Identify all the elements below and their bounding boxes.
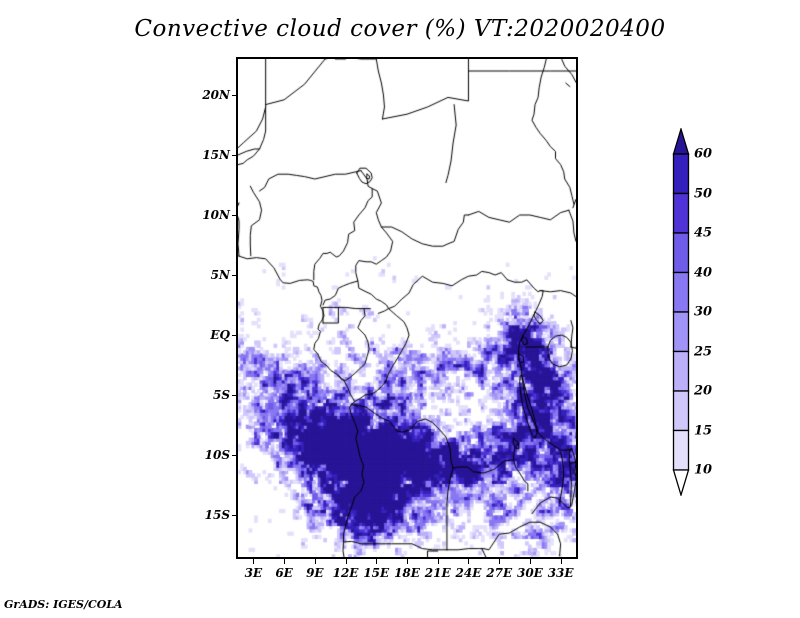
y-axis-tick-label: EQ [210, 328, 230, 342]
y-axis-tick-mark [232, 95, 237, 96]
x-axis-tick-label: 30E [516, 566, 543, 580]
colorbar-extend-bottom [672, 469, 690, 496]
colorbar-band [672, 153, 690, 195]
x-axis-labels: 3E 6E 9E 12E 15E 18E 21E 24E 27E 30E 33E [0, 566, 800, 584]
colorbar-band [672, 390, 690, 432]
colorbar-band [672, 311, 690, 353]
x-axis-tick-label: 21E [424, 566, 451, 580]
x-axis-tick-label: 3E [244, 566, 263, 580]
colorbar-band [672, 232, 690, 274]
x-axis-tick-label: 15E [363, 566, 390, 580]
y-axis-tick-mark [232, 275, 237, 276]
y-axis-tick-mark [232, 515, 237, 516]
x-axis-tick-mark [376, 559, 378, 564]
x-axis-tick-mark [314, 559, 316, 564]
x-axis-tick-label: 27E [486, 566, 513, 580]
y-axis-tick-label: 15N [202, 148, 230, 162]
y-axis-tick-mark [232, 335, 237, 336]
attribution-footer: GrADS: IGES/COLA [4, 598, 123, 611]
x-axis-tick-label: 18E [394, 566, 420, 580]
colorbar-tick-label: 40 [694, 265, 713, 280]
colorbar-extend-top [672, 128, 690, 155]
x-axis-tick-label: 24E [455, 566, 482, 580]
colorbar-tick-label: 15 [694, 423, 713, 438]
y-axis-tick-mark [232, 455, 237, 456]
y-axis-tick-label: 20N [202, 88, 230, 102]
page-title: Convective cloud cover (%) VT:2020020400 [134, 16, 666, 42]
colorbar-tick-label: 30 [694, 304, 713, 320]
colorbar-band [672, 271, 690, 313]
y-axis-tick-label: 10N [202, 208, 230, 222]
x-axis-tick-mark [529, 559, 531, 564]
x-axis-tick-mark [253, 559, 255, 564]
x-axis-tick-label: 12E [332, 566, 359, 580]
y-axis-tick-label: 5S [212, 388, 230, 402]
colorbar-tick-label: 50 [694, 186, 713, 201]
y-axis-tick-mark [232, 215, 237, 216]
x-axis-tick-label: 6E [275, 566, 293, 580]
y-axis-tick-label: 15S [204, 508, 230, 522]
x-axis-tick-label: 9E [306, 566, 324, 580]
colorbar-tick-label: 10 [694, 462, 713, 478]
x-axis-tick-mark [407, 559, 408, 564]
y-axis-tick-mark [232, 155, 237, 156]
y-axis-tick-label: 10S [204, 448, 230, 462]
colorbar-band [672, 350, 690, 392]
x-axis-tick-label: 33E [547, 566, 574, 580]
colorbar-band [672, 429, 690, 471]
map-plot-area [236, 57, 578, 559]
colorbar-tick-label: 60 [694, 146, 713, 162]
x-axis-tick-mark [437, 559, 439, 564]
colorbar [672, 128, 690, 496]
colorbar-swatches [672, 128, 690, 496]
colorbar-tick-label: 25 [694, 344, 713, 359]
colorbar-tick-label: 20 [694, 383, 713, 399]
colorbar-tick-label: 45 [694, 225, 713, 241]
x-axis-tick-mark [499, 559, 501, 564]
colorbar-band [672, 192, 690, 234]
x-axis-tick-mark [560, 559, 562, 564]
y-axis-tick-mark [232, 395, 237, 396]
y-axis-labels: 20N 15N 10N 5N EQ 5S 10S 15S [196, 57, 230, 559]
cloud-cover-heatmap [238, 59, 576, 557]
y-axis-tick-label: 5N [210, 268, 230, 282]
x-axis-tick-mark [284, 559, 286, 564]
x-axis-tick-mark [468, 559, 470, 564]
x-axis-tick-mark [345, 559, 347, 564]
